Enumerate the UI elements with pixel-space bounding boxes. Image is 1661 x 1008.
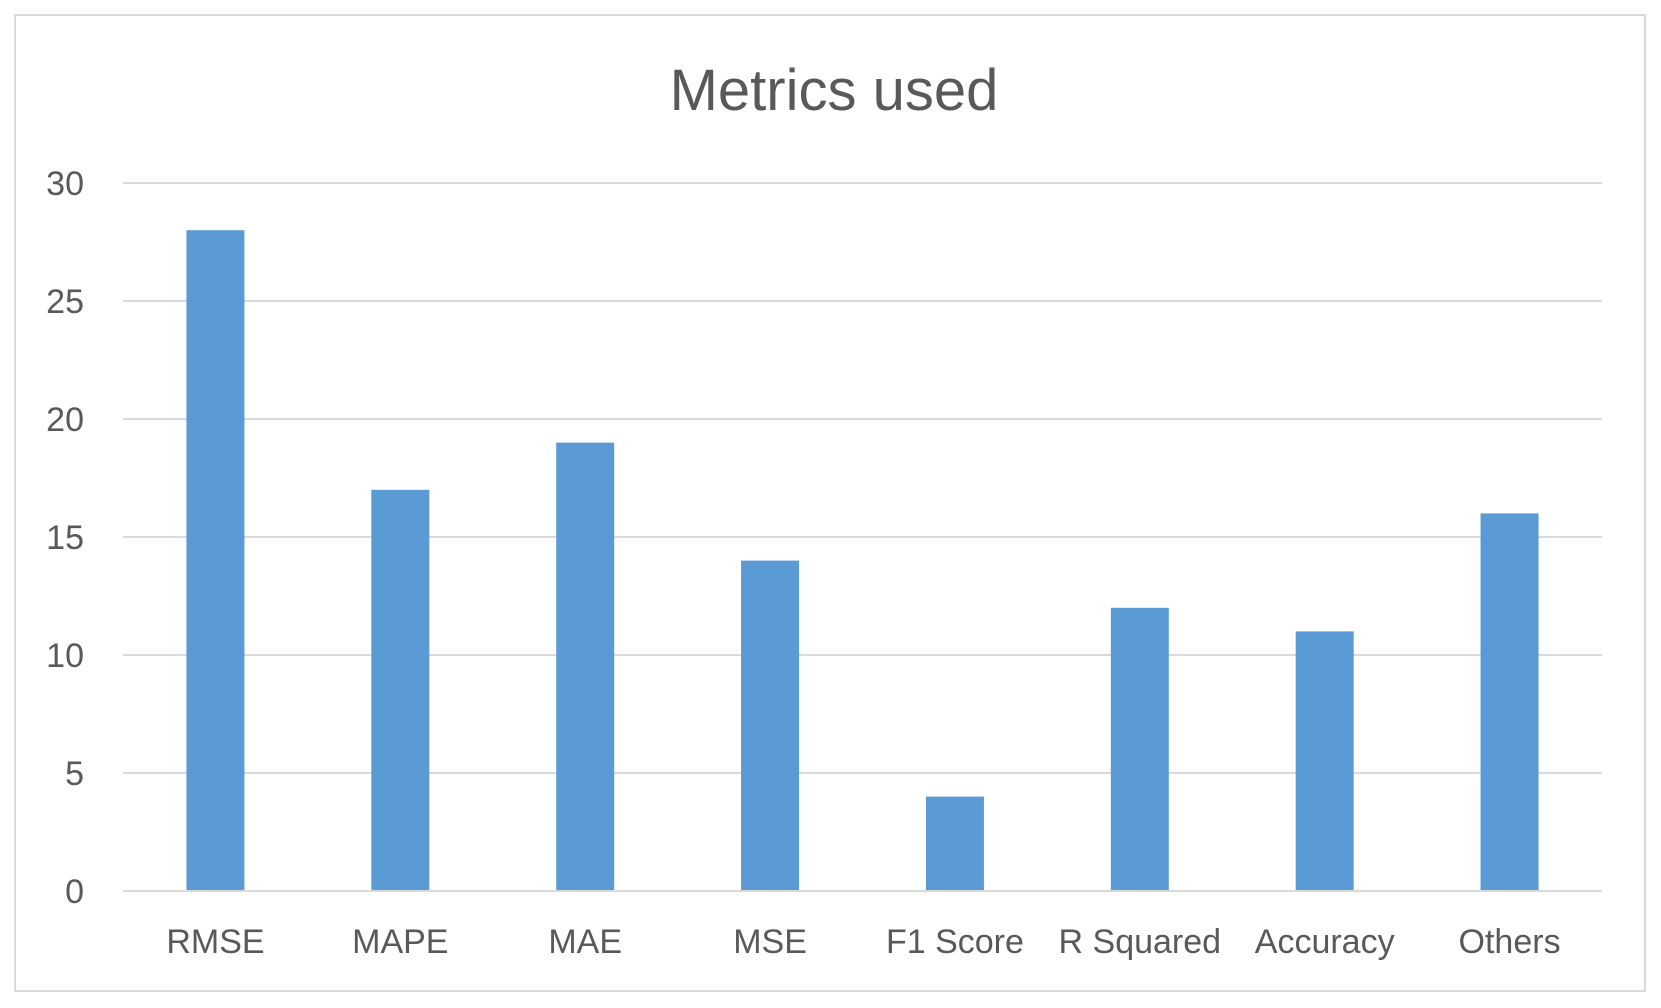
y-tick-label: 30 (46, 165, 84, 203)
y-tick-label: 25 (46, 283, 84, 321)
y-tick-label: 15 (46, 519, 84, 557)
x-category-label: MAPE (352, 923, 448, 961)
x-category-label: RMSE (166, 923, 264, 961)
gridlines (123, 182, 1602, 774)
bars (186, 230, 1539, 891)
y-tick-label: 0 (65, 873, 84, 911)
x-category-label: R Squared (1059, 923, 1222, 961)
bar-mse (741, 560, 800, 891)
bar-mape (371, 489, 430, 891)
x-category-label: Accuracy (1255, 923, 1395, 961)
chart-frame (14, 14, 1646, 992)
x-category-label: F1 Score (886, 923, 1024, 961)
y-tick-label: 20 (46, 401, 84, 439)
chart-title: Metrics used (670, 58, 999, 123)
bar-r-squared (1110, 607, 1169, 891)
y-tick-label: 5 (65, 755, 84, 793)
x-category-label: Others (1459, 923, 1561, 961)
bar-others (1480, 513, 1539, 891)
bar-f1-score (925, 796, 984, 891)
x-category-label: MAE (548, 923, 622, 961)
bar-accuracy (1295, 631, 1354, 891)
x-category-label: MSE (733, 923, 807, 961)
y-tick-label: 10 (46, 637, 84, 675)
y-axis-ticks: 0 5 10 15 20 25 30 (46, 165, 84, 911)
x-axis-categories: RMSE MAPE MAE MSE F1 Score R Squared Accuracy O… (166, 923, 1560, 961)
bar-mae (556, 442, 615, 891)
bar-rmse (186, 230, 245, 891)
